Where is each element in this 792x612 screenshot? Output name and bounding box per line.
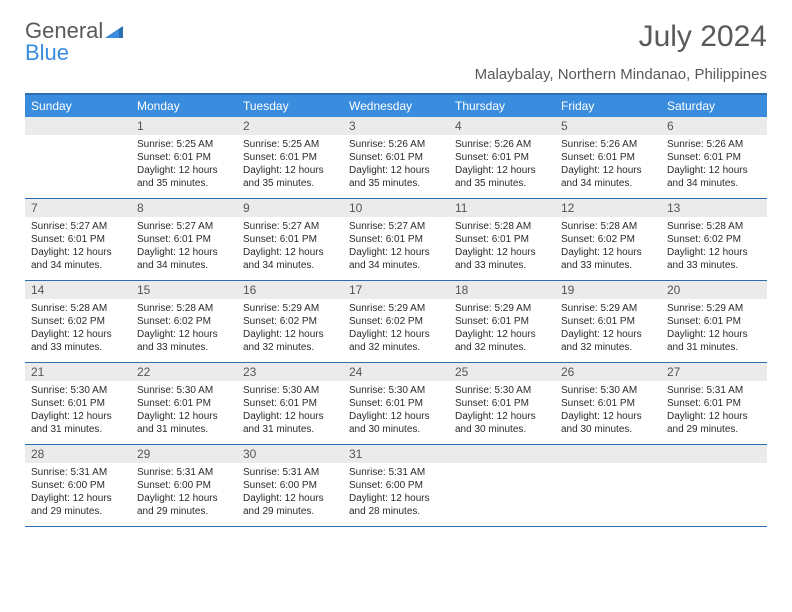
day-cell: Sunrise: 5:26 AMSunset: 6:01 PMDaylight:… [555,135,661,198]
day-cell [555,463,661,526]
day-cell: Sunrise: 5:27 AMSunset: 6:01 PMDaylight:… [25,217,131,280]
day-cell: Sunrise: 5:27 AMSunset: 6:01 PMDaylight:… [131,217,237,280]
day-cell: Sunrise: 5:29 AMSunset: 6:01 PMDaylight:… [449,299,555,362]
day-cell: Sunrise: 5:31 AMSunset: 6:01 PMDaylight:… [661,381,767,444]
day-number: 17 [343,281,449,299]
day-cell: Sunrise: 5:28 AMSunset: 6:02 PMDaylight:… [555,217,661,280]
day-number: 6 [661,117,767,135]
logo-line2: Blue [25,40,69,65]
day-number: 5 [555,117,661,135]
day-number [449,445,555,463]
logo: General Blue [25,20,123,64]
day-number: 26 [555,363,661,381]
day-number: 24 [343,363,449,381]
week-row: 28293031Sunrise: 5:31 AMSunset: 6:00 PMD… [25,445,767,527]
week-row: 14151617181920 Sunrise: 5:28 AMSunset: 6:… [25,281,767,363]
day-number: 30 [237,445,343,463]
day-number: 1 [131,117,237,135]
day-cell: Sunrise: 5:30 AMSunset: 6:01 PMDaylight:… [131,381,237,444]
day-cell: Sunrise: 5:28 AMSunset: 6:01 PMDaylight:… [449,217,555,280]
day-cell: Sunrise: 5:28 AMSunset: 6:02 PMDaylight:… [131,299,237,362]
day-number: 11 [449,199,555,217]
day-number: 4 [449,117,555,135]
day-number: 23 [237,363,343,381]
day-number: 15 [131,281,237,299]
day-cell: Sunrise: 5:30 AMSunset: 6:01 PMDaylight:… [555,381,661,444]
day-header-cell: Sunday [25,95,131,117]
logo-triangle-icon [105,20,123,42]
day-cell: Sunrise: 5:31 AMSunset: 6:00 PMDaylight:… [343,463,449,526]
day-number [555,445,661,463]
day-number [661,445,767,463]
day-number: 31 [343,445,449,463]
page-title: July 2024 [639,20,767,54]
day-cell: Sunrise: 5:27 AMSunset: 6:01 PMDaylight:… [237,217,343,280]
day-header-cell: Saturday [661,95,767,117]
day-number: 14 [25,281,131,299]
day-cell: Sunrise: 5:31 AMSunset: 6:00 PMDaylight:… [237,463,343,526]
day-number: 22 [131,363,237,381]
day-header-cell: Friday [555,95,661,117]
day-number: 28 [25,445,131,463]
day-cell: Sunrise: 5:25 AMSunset: 6:01 PMDaylight:… [131,135,237,198]
day-cell: Sunrise: 5:26 AMSunset: 6:01 PMDaylight:… [449,135,555,198]
day-cell [661,463,767,526]
location-subtitle: Malaybalay, Northern Mindanao, Philippin… [25,66,767,83]
day-header-cell: Wednesday [343,95,449,117]
day-header-cell: Monday [131,95,237,117]
day-cell: Sunrise: 5:31 AMSunset: 6:00 PMDaylight:… [25,463,131,526]
day-cell: Sunrise: 5:28 AMSunset: 6:02 PMDaylight:… [25,299,131,362]
day-number: 18 [449,281,555,299]
week-row: 21222324252627Sunrise: 5:30 AMSunset: 6:… [25,363,767,445]
day-cell [449,463,555,526]
day-cell: Sunrise: 5:27 AMSunset: 6:01 PMDaylight:… [343,217,449,280]
day-number: 3 [343,117,449,135]
day-cell: Sunrise: 5:30 AMSunset: 6:01 PMDaylight:… [237,381,343,444]
day-number: 20 [661,281,767,299]
day-cell: Sunrise: 5:29 AMSunset: 6:02 PMDaylight:… [343,299,449,362]
calendar: SundayMondayTuesdayWednesdayThursdayFrid… [25,93,767,527]
day-number: 9 [237,199,343,217]
day-number: 8 [131,199,237,217]
day-cell: Sunrise: 5:29 AMSunset: 6:01 PMDaylight:… [661,299,767,362]
day-number: 2 [237,117,343,135]
day-number: 21 [25,363,131,381]
day-number: 25 [449,363,555,381]
day-number: 12 [555,199,661,217]
day-number [25,117,131,135]
day-number: 13 [661,199,767,217]
day-cell: Sunrise: 5:25 AMSunset: 6:01 PMDaylight:… [237,135,343,198]
day-header-cell: Tuesday [237,95,343,117]
day-cell: Sunrise: 5:30 AMSunset: 6:01 PMDaylight:… [343,381,449,444]
day-cell: Sunrise: 5:28 AMSunset: 6:02 PMDaylight:… [661,217,767,280]
day-cell: Sunrise: 5:31 AMSunset: 6:00 PMDaylight:… [131,463,237,526]
day-cell: Sunrise: 5:30 AMSunset: 6:01 PMDaylight:… [25,381,131,444]
week-row: 123456 Sunrise: 5:25 AMSunset: 6:01 PMDay… [25,117,767,199]
day-cell: Sunrise: 5:30 AMSunset: 6:01 PMDaylight:… [449,381,555,444]
day-number: 16 [237,281,343,299]
header: General Blue July 2024 [25,20,767,64]
day-header-row: SundayMondayTuesdayWednesdayThursdayFrid… [25,95,767,117]
day-number: 10 [343,199,449,217]
day-number: 27 [661,363,767,381]
day-cell [25,135,131,198]
logo-text: General Blue [25,20,123,64]
day-header-cell: Thursday [449,95,555,117]
day-number: 19 [555,281,661,299]
week-row: 78910111213 Sunrise: 5:27 AMSunset: 6:01 … [25,199,767,281]
day-cell: Sunrise: 5:26 AMSunset: 6:01 PMDaylight:… [343,135,449,198]
day-cell: Sunrise: 5:29 AMSunset: 6:01 PMDaylight:… [555,299,661,362]
day-cell: Sunrise: 5:26 AMSunset: 6:01 PMDaylight:… [661,135,767,198]
day-number: 7 [25,199,131,217]
day-number: 29 [131,445,237,463]
day-cell: Sunrise: 5:29 AMSunset: 6:02 PMDaylight:… [237,299,343,362]
